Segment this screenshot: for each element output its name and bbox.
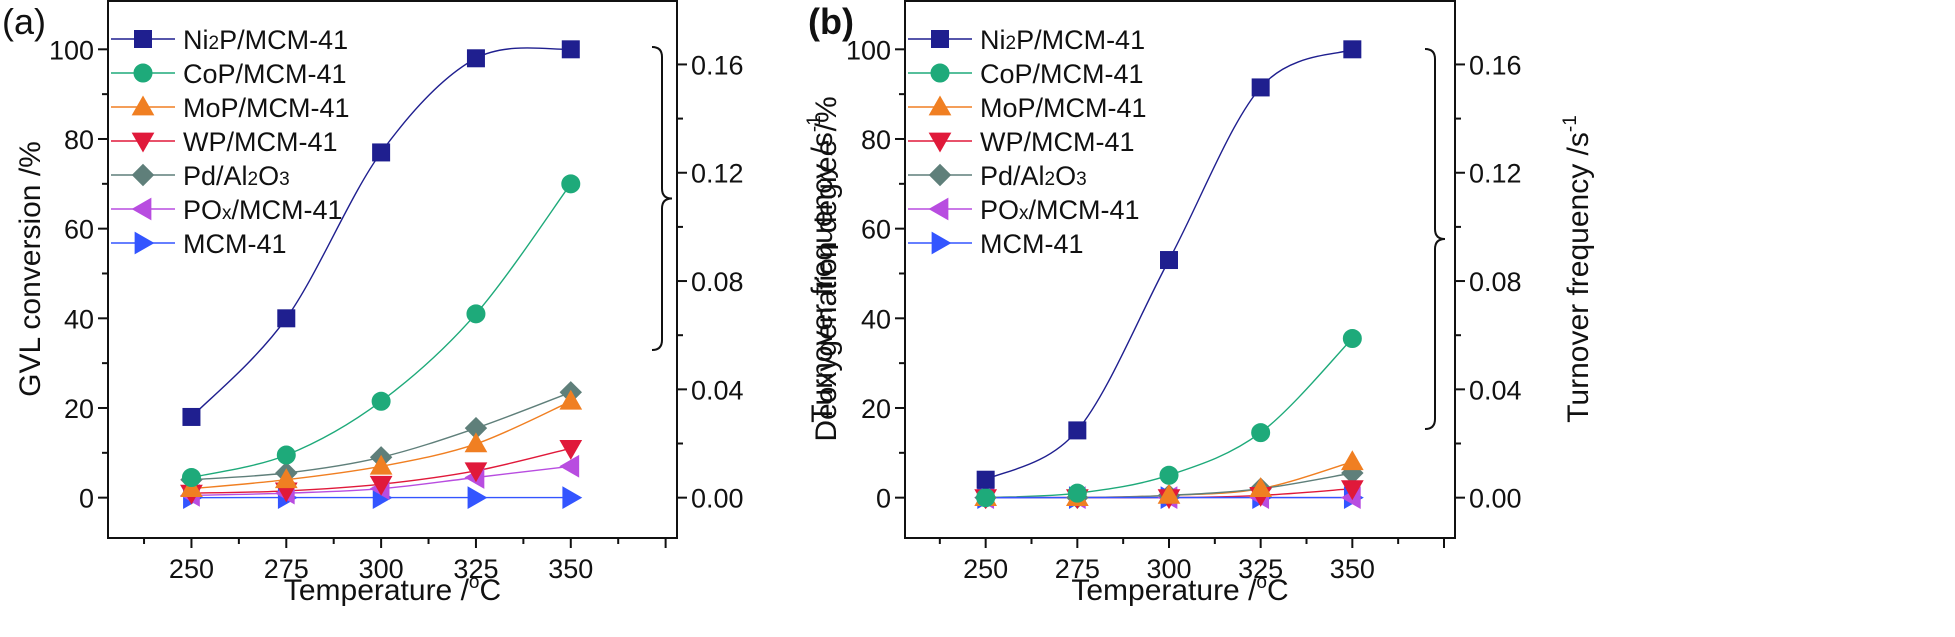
data-point — [560, 456, 578, 477]
y2-tick-label: 0.08 — [691, 267, 744, 297]
y2-axis-title: Turnover frequency /s-1 — [1560, 115, 1595, 423]
data-point — [467, 50, 484, 67]
y2-tick-label: 0.04 — [1469, 375, 1522, 405]
legend-label: POx/MCM-41 — [980, 195, 1140, 225]
y-axis-title: Deoxygenation degree /% — [810, 96, 843, 441]
x-axis-title: Temperature /oC — [284, 572, 501, 607]
legend-marker — [134, 64, 152, 82]
legend: Ni2P/MCM-41 CoP/MCM-41 MoP/MCM-41 WP/MCM-41… — [908, 25, 1147, 259]
data-point — [977, 489, 995, 507]
legend-marker — [930, 97, 951, 115]
legend-label: MoP/MCM-41 — [980, 93, 1147, 123]
legend-label: CoP/MCM-41 — [980, 59, 1144, 89]
series-line — [191, 184, 570, 478]
data-point — [465, 433, 486, 451]
y2-tick-label: 0.04 — [691, 375, 744, 405]
x-axis-title: Temperature /oC — [1071, 572, 1288, 607]
y-tick-label: 80 — [861, 125, 891, 155]
data-point — [183, 408, 200, 425]
legend-label: Ni2P/MCM-41 — [980, 25, 1145, 55]
y2-tick-label: 0.12 — [691, 159, 744, 189]
legend-label: WP/MCM-41 — [183, 127, 338, 157]
legend-label: CoP/MCM-41 — [183, 59, 347, 89]
data-point — [977, 471, 994, 488]
y2-tick-label: 0.00 — [1469, 484, 1522, 514]
legend-label: Pd/Al2O3 — [980, 161, 1087, 191]
y-tick-label: 0 — [79, 484, 94, 514]
y-tick-label: 40 — [861, 304, 891, 334]
legend-label: MoP/MCM-41 — [183, 93, 350, 123]
data-point — [1069, 422, 1086, 439]
x-tick-label: 250 — [169, 554, 214, 584]
panel-label: (a) — [2, 1, 46, 42]
data-point — [373, 144, 390, 161]
legend-marker — [930, 133, 951, 151]
legend-marker — [133, 97, 154, 115]
y-tick-label: 40 — [64, 304, 94, 334]
data-point — [1344, 41, 1361, 58]
y2-tick-label: 0.16 — [1469, 50, 1522, 80]
x-tick-label: 350 — [548, 554, 593, 584]
legend-label: Ni2P/MCM-41 — [183, 25, 348, 55]
y-tick-label: 60 — [861, 215, 891, 245]
legend-marker — [133, 199, 151, 220]
legend-marker — [135, 31, 152, 48]
data-point — [1252, 79, 1269, 96]
data-point — [1343, 329, 1361, 347]
y2-tick-label: 0.00 — [691, 484, 744, 514]
data-point — [1342, 451, 1363, 469]
data-point — [468, 487, 486, 508]
data-point — [1160, 466, 1178, 484]
legend-marker — [931, 64, 949, 82]
data-point — [278, 310, 295, 327]
legend-label: Pd/Al2O3 — [183, 161, 290, 191]
legend-marker — [932, 31, 949, 48]
data-point — [562, 175, 580, 193]
legend-marker — [932, 233, 950, 254]
data-point — [562, 41, 579, 58]
data-point — [563, 487, 581, 508]
y-tick-label: 20 — [64, 394, 94, 424]
y-tick-label: 60 — [64, 215, 94, 245]
data-point — [182, 468, 200, 486]
y-axis-title: GVL conversion /% — [14, 141, 47, 397]
panel-label: (b) — [808, 1, 854, 42]
legend-marker — [135, 233, 153, 254]
brace — [1425, 49, 1445, 429]
data-point — [1161, 252, 1178, 269]
y2-tick-label: 0.08 — [1469, 267, 1522, 297]
legend-marker — [133, 165, 154, 186]
data-point — [277, 446, 295, 464]
legend-label: MCM-41 — [980, 229, 1084, 259]
legend-label: POx/MCM-41 — [183, 195, 343, 225]
data-point — [467, 305, 485, 323]
legend-label: MCM-41 — [183, 229, 287, 259]
data-point — [372, 392, 390, 410]
data-point — [1068, 484, 1086, 502]
legend-label: WP/MCM-41 — [980, 127, 1135, 157]
y-tick-label: 100 — [49, 35, 94, 65]
y-tick-label: 80 — [64, 125, 94, 155]
legend-marker — [133, 133, 154, 151]
legend-marker — [930, 199, 948, 220]
y-tick-label: 20 — [861, 394, 891, 424]
data-point — [1252, 424, 1270, 442]
legend: Ni2P/MCM-41 CoP/MCM-41 MoP/MCM-41 WP/MCM-41… — [111, 25, 350, 259]
legend-marker — [930, 165, 951, 186]
y2-tick-label: 0.12 — [1469, 159, 1522, 189]
x-tick-label: 250 — [963, 554, 1008, 584]
y2-tick-label: 0.16 — [691, 50, 744, 80]
x-tick-label: 350 — [1330, 554, 1375, 584]
y-tick-label: 0 — [876, 484, 891, 514]
brace — [652, 47, 672, 350]
